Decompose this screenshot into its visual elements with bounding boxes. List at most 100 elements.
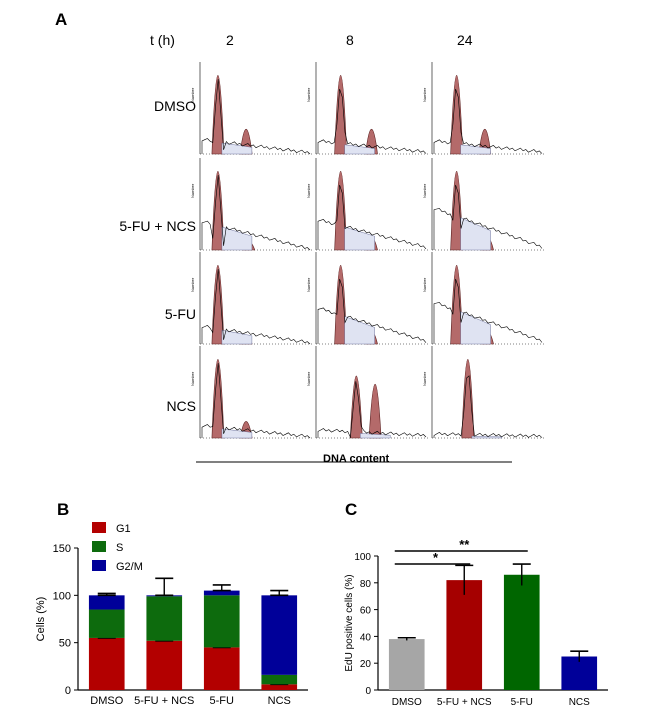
histogram-panel: Number: [190, 62, 312, 155]
histogram-panel: Number: [422, 62, 544, 155]
x-tick-label: 5-FU + NCS: [437, 697, 492, 708]
x-tick-label: 5-FU: [511, 697, 533, 708]
bar-segment-g2m: [261, 595, 298, 675]
histogram-ylabel: Number: [306, 183, 311, 198]
histogram-trace: [317, 184, 427, 250]
y-axis-label: Cells (%): [35, 597, 47, 642]
x-tick-label: 5-FU: [210, 695, 235, 707]
bar-segment-s: [146, 596, 183, 641]
time-header-0: 2: [226, 32, 234, 48]
histogram-panel: Number: [422, 252, 544, 345]
histogram-trace: [201, 78, 311, 155]
time-header-2: 24: [457, 32, 473, 48]
s-phase-region: [460, 217, 491, 251]
bar-segment-g2m: [88, 595, 125, 610]
row-label-5fu: 5-FU: [164, 306, 196, 322]
x-tick-label: NCS: [569, 697, 590, 708]
panel-a-letter: A: [55, 10, 68, 29]
bar: [561, 656, 598, 690]
legend-swatch: [92, 522, 106, 533]
s-phase-region: [221, 226, 253, 251]
row-label-5fu-ncs: 5-FU + NCS: [119, 218, 196, 234]
s-phase-region: [344, 226, 375, 251]
bar-segment-g1: [203, 647, 240, 690]
y-axis-label: EdU positive cells (%): [344, 574, 355, 671]
histogram-trace: [317, 381, 427, 439]
histogram-trace: [433, 278, 543, 344]
bar-segment-s: [261, 674, 298, 685]
g1-peak: [461, 359, 475, 439]
histogram-trace: [317, 278, 427, 344]
histogram-trace: [433, 88, 543, 154]
y-tick-label: 20: [360, 659, 372, 670]
histogram-ylabel: Number: [190, 183, 195, 198]
legend-label: G1: [116, 523, 131, 535]
histogram-panel: Number: [306, 62, 428, 155]
bar-segment-g1: [146, 640, 183, 690]
histogram-ylabel: Number: [190, 371, 195, 386]
x-tick-label: DMSO: [90, 695, 123, 707]
y-tick-label: 150: [53, 543, 71, 555]
cell-cycle-stacked-bar-chart: 0 50 100 150 Cells (%) DMSO 5-FU + NCS 5-FU NCS G…: [35, 522, 308, 707]
time-header-1: 8: [346, 32, 354, 48]
histogram-trace: [201, 362, 311, 439]
s-phase-region: [221, 428, 253, 439]
histogram-ylabel: Number: [422, 87, 427, 102]
g2-peak: [368, 384, 382, 439]
x-tick-label: NCS: [268, 695, 291, 707]
legend-swatch: [92, 541, 106, 552]
histogram-panel: Number: [422, 346, 544, 439]
g1-peak: [334, 75, 347, 155]
y-tick-label: 100: [354, 552, 371, 563]
row-label-ncs: NCS: [166, 398, 196, 414]
g1-peak: [450, 75, 463, 155]
histogram-ylabel: Number: [306, 277, 311, 292]
panel-c-letter: C: [345, 500, 358, 519]
significance-label: *: [433, 550, 439, 565]
histogram-ylabel: Number: [422, 277, 427, 292]
panel-b-letter: B: [57, 500, 70, 519]
y-tick-label: 60: [360, 606, 372, 617]
significance-label: **: [459, 537, 470, 552]
histogram-ylabel: Number: [190, 87, 195, 102]
legend-swatch: [92, 560, 106, 571]
y-tick-label: 100: [53, 590, 71, 602]
bar-segment-g1: [261, 684, 298, 690]
s-phase-region: [221, 142, 253, 155]
histogram-panel: Number: [422, 158, 544, 251]
histogram-trace: [201, 268, 311, 345]
dna-content-label: DNA content: [323, 453, 390, 465]
bar-segment-g1: [88, 637, 125, 690]
g1-peak: [350, 375, 363, 439]
x-tick-label: DMSO: [392, 697, 422, 708]
s-phase-region: [360, 433, 391, 439]
histogram-panel: Number: [190, 346, 312, 439]
edu-positive-bar-chart: 0 20 40 60 80 100 EdU positive cells (%) DMSO 5-…: [344, 537, 608, 708]
x-tick-label: 5-FU + NCS: [134, 695, 194, 707]
bar: [446, 580, 483, 690]
bar-segment-s: [88, 609, 125, 638]
s-phase-region: [471, 435, 503, 439]
s-phase-region: [344, 144, 375, 155]
g1-peak: [211, 359, 225, 439]
bar: [503, 574, 540, 690]
histogram-panel: Number: [190, 252, 312, 345]
row-label-dmso: DMSO: [154, 98, 196, 114]
histogram-ylabel: Number: [190, 277, 195, 292]
histogram-panel: Number: [306, 252, 428, 345]
y-tick-label: 0: [65, 685, 71, 697]
flow-histogram-grid: Number Number Number Number Number Number Numb…: [190, 62, 544, 463]
y-tick-label: 0: [365, 686, 371, 697]
s-phase-region: [344, 316, 375, 345]
histogram-trace: [433, 375, 543, 438]
s-phase-region: [460, 144, 491, 155]
legend-label: G2/M: [116, 561, 143, 573]
bar-segment-s: [203, 595, 240, 648]
time-axis-label: t (h): [150, 32, 175, 48]
histogram-ylabel: Number: [306, 87, 311, 102]
histogram-trace: [201, 174, 311, 251]
histogram-panel: Number: [190, 158, 312, 251]
s-phase-region: [221, 329, 253, 345]
histogram-trace: [317, 88, 427, 154]
y-tick-label: 40: [360, 632, 372, 643]
